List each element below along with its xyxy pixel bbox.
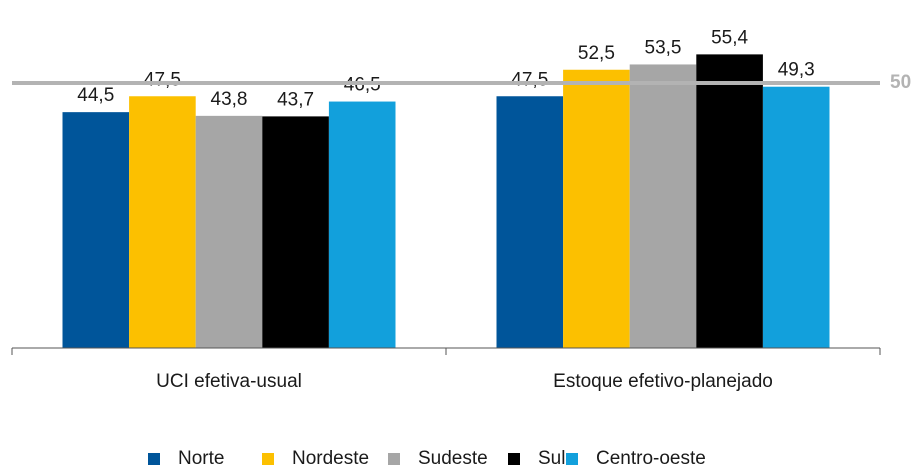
bar [762, 86, 830, 349]
legend-label: Sul [538, 448, 565, 465]
data-label: 47,5 [511, 69, 548, 90]
data-label: 52,5 [578, 43, 615, 64]
bar [629, 64, 697, 348]
x-tick-label: Estoque efetivo-planejado [553, 371, 773, 392]
data-label: 55,4 [711, 27, 748, 48]
data-label: 43,8 [211, 89, 248, 110]
data-label: 43,7 [277, 89, 314, 110]
bar [262, 116, 329, 348]
legend-swatch [262, 453, 274, 465]
legend-swatch [148, 453, 160, 465]
bar [129, 96, 196, 348]
data-label: 53,5 [645, 37, 682, 58]
legend-swatch [508, 453, 520, 465]
reference-label: 50 [890, 72, 911, 93]
legend-swatch [566, 453, 578, 465]
bar [496, 96, 564, 348]
legend-label: Norte [178, 448, 224, 465]
data-label: 46,5 [344, 75, 381, 96]
data-label: 49,3 [778, 60, 815, 81]
data-label: 47,5 [144, 69, 181, 90]
bar [563, 69, 630, 348]
legend-label: Sudeste [418, 448, 488, 465]
legend-label: Nordeste [292, 448, 369, 465]
data-label: 44,5 [77, 85, 114, 106]
legend-label: Centro-oeste [596, 448, 706, 465]
bar [195, 115, 263, 348]
bar [696, 54, 763, 348]
bar [62, 112, 130, 349]
bar [328, 101, 396, 348]
x-tick-label: UCI efetiva-usual [156, 371, 302, 392]
legend-swatch [388, 453, 400, 465]
